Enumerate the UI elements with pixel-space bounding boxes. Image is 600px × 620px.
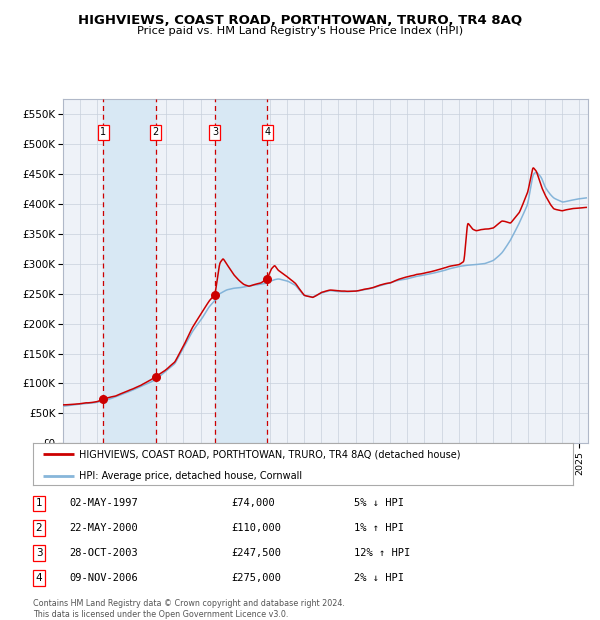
Text: 2: 2 xyxy=(152,127,159,137)
Text: 2% ↓ HPI: 2% ↓ HPI xyxy=(354,573,404,583)
Text: 5% ↓ HPI: 5% ↓ HPI xyxy=(354,498,404,508)
Text: 3: 3 xyxy=(35,548,43,558)
Bar xyxy=(215,99,267,443)
Text: Price paid vs. HM Land Registry's House Price Index (HPI): Price paid vs. HM Land Registry's House … xyxy=(137,26,463,36)
Text: £247,500: £247,500 xyxy=(231,548,281,558)
Text: 12% ↑ HPI: 12% ↑ HPI xyxy=(354,548,410,558)
Text: HIGHVIEWS, COAST ROAD, PORTHTOWAN, TRURO, TR4 8AQ: HIGHVIEWS, COAST ROAD, PORTHTOWAN, TRURO… xyxy=(78,14,522,27)
Text: 28-OCT-2003: 28-OCT-2003 xyxy=(69,548,138,558)
Text: £275,000: £275,000 xyxy=(231,573,281,583)
Text: £110,000: £110,000 xyxy=(231,523,281,533)
Text: 22-MAY-2000: 22-MAY-2000 xyxy=(69,523,138,533)
Text: 4: 4 xyxy=(264,127,270,137)
Text: HIGHVIEWS, COAST ROAD, PORTHTOWAN, TRURO, TR4 8AQ (detached house): HIGHVIEWS, COAST ROAD, PORTHTOWAN, TRURO… xyxy=(79,449,460,459)
Text: 1: 1 xyxy=(35,498,43,508)
Text: £74,000: £74,000 xyxy=(231,498,275,508)
Text: 1: 1 xyxy=(100,127,106,137)
Text: Contains HM Land Registry data © Crown copyright and database right 2024.
This d: Contains HM Land Registry data © Crown c… xyxy=(33,600,345,619)
Text: HPI: Average price, detached house, Cornwall: HPI: Average price, detached house, Corn… xyxy=(79,471,302,480)
Text: 1% ↑ HPI: 1% ↑ HPI xyxy=(354,523,404,533)
Bar xyxy=(103,99,155,443)
Text: 3: 3 xyxy=(212,127,218,137)
Text: 02-MAY-1997: 02-MAY-1997 xyxy=(69,498,138,508)
Text: 4: 4 xyxy=(35,573,43,583)
Point xyxy=(151,373,160,383)
Text: 09-NOV-2006: 09-NOV-2006 xyxy=(69,573,138,583)
Point xyxy=(98,394,108,404)
Point xyxy=(210,290,220,300)
Point xyxy=(262,274,272,284)
Text: 2: 2 xyxy=(35,523,43,533)
